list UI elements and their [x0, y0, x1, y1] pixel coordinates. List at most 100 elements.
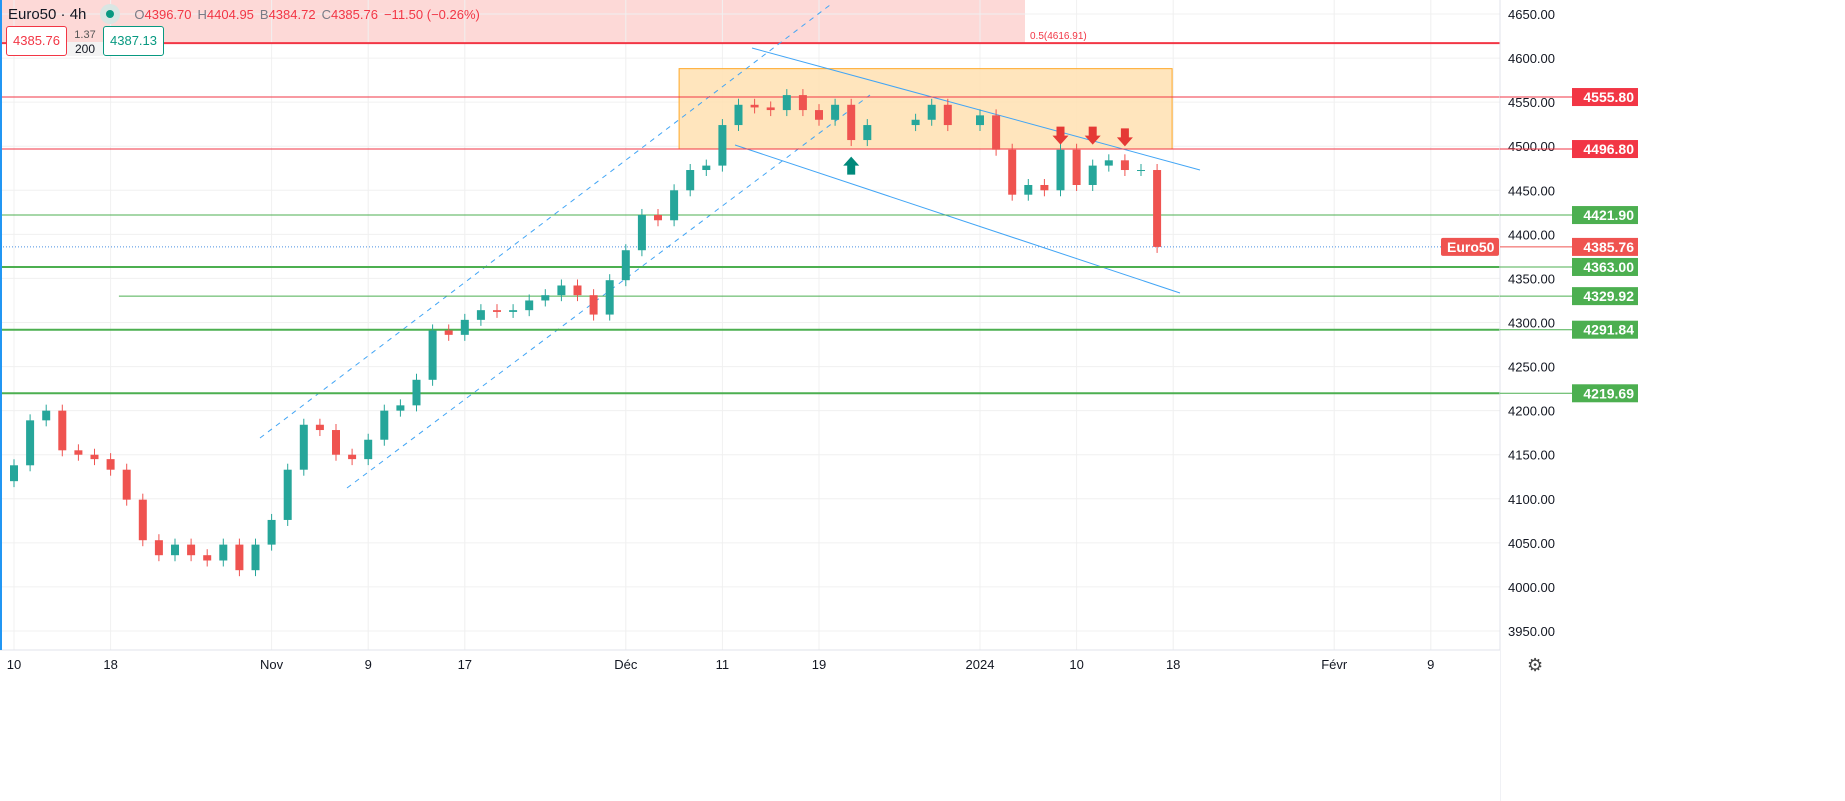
- quantity-input[interactable]: 200: [67, 42, 103, 56]
- trend-channel-line: [734, 144, 1181, 294]
- candle-body: [654, 214, 662, 221]
- candle-body: [1008, 149, 1017, 195]
- candle-body: [1120, 160, 1129, 171]
- candle-body: [734, 104, 743, 126]
- y-tick-label: 4550.00: [1508, 95, 1555, 110]
- candle-body: [1072, 149, 1081, 185]
- x-tick-label: 10: [7, 657, 21, 672]
- candle-body: [332, 430, 340, 455]
- y-tick-label: 3950.00: [1508, 624, 1555, 639]
- candle-body: [315, 424, 324, 431]
- candle-body: [1137, 170, 1145, 172]
- candle-body: [1056, 149, 1065, 191]
- price-axis: [1500, 0, 1845, 801]
- candle-body: [26, 420, 35, 466]
- settings-gear-icon[interactable]: ⚙: [1527, 655, 1544, 675]
- candle-body: [348, 454, 357, 460]
- candle-body: [525, 300, 534, 311]
- arrow-down-icon: [1084, 126, 1101, 145]
- candle-body: [122, 469, 131, 500]
- x-tick-label: 11: [716, 657, 730, 672]
- candle-body: [299, 424, 308, 470]
- y-tick-label: 4200.00: [1508, 404, 1555, 419]
- arrow-up-icon: [843, 156, 860, 175]
- level-price-label: 4329.92: [1583, 288, 1634, 304]
- x-tick-label: 9: [1427, 657, 1434, 672]
- level-price-label: 4496.80: [1583, 141, 1634, 157]
- candle-body: [670, 190, 679, 221]
- candle-body: [605, 280, 614, 315]
- trade-panel: 4385.76 1.37 200 4387.13: [6, 26, 164, 56]
- candle-body: [283, 469, 292, 520]
- ohlc-low: B4384.72: [259, 6, 316, 22]
- ohlc-close: C4385.76: [321, 6, 378, 22]
- candle-body: [976, 115, 984, 126]
- x-tick-label: 18: [1166, 657, 1180, 672]
- candle-body: [927, 104, 936, 120]
- candle-body: [573, 285, 582, 296]
- symbol-tag-label: Euro50: [1447, 239, 1495, 255]
- arrow-down-icon: [1052, 126, 1069, 145]
- level-price-tag: [1572, 140, 1638, 159]
- chart-legend: Euro50 · 4h O4396.70 H4404.95 B4384.72 C…: [8, 4, 486, 24]
- x-tick-label: Févr: [1321, 657, 1348, 672]
- candle-body: [219, 544, 228, 561]
- y-tick-label: 4100.00: [1508, 492, 1555, 507]
- candle-body: [235, 544, 244, 571]
- candle-body: [621, 250, 630, 281]
- fib-label: 0.5(4616.91): [1030, 31, 1087, 42]
- candle-body: [460, 319, 469, 335]
- arrow-down-icon: [1116, 128, 1133, 147]
- symbol-title[interactable]: Euro50 · 4h: [8, 5, 87, 23]
- spread-quantity: 1.37 200: [67, 26, 103, 56]
- candle-body: [992, 115, 1001, 150]
- x-tick-label: 18: [103, 657, 117, 672]
- candle-body: [815, 110, 823, 120]
- y-tick-label: 4450.00: [1508, 183, 1555, 198]
- ohlc-open: O4396.70: [134, 6, 192, 22]
- y-tick-label: 4650.00: [1508, 7, 1555, 22]
- y-tick-label: 4300.00: [1508, 316, 1555, 331]
- candle-body: [1024, 184, 1033, 195]
- y-tick-label: 4150.00: [1508, 448, 1555, 463]
- candle-body: [1040, 184, 1049, 191]
- candle-body: [90, 454, 99, 460]
- candle-body: [847, 104, 856, 141]
- candle-body: [187, 544, 196, 556]
- candle-body: [863, 125, 872, 141]
- x-tick-label: 9: [365, 657, 372, 672]
- time-axis: [0, 650, 1500, 801]
- x-tick-label: 2024: [966, 657, 995, 672]
- symbol-tag: [1441, 237, 1499, 256]
- level-price-tag: [1572, 384, 1638, 403]
- level-price-tag: [1572, 287, 1638, 306]
- candle-body: [541, 295, 550, 301]
- candle-body: [380, 410, 389, 440]
- candle-body: [1104, 160, 1113, 166]
- y-tick-label: 4500.00: [1508, 139, 1555, 154]
- ohlc-change: −11.50 (−0.26%): [383, 6, 480, 22]
- candle-body: [718, 125, 727, 166]
- x-tick-label: 10: [1069, 657, 1083, 672]
- candle-body: [557, 285, 566, 296]
- candle-body: [943, 104, 952, 126]
- x-tick-label: Nov: [260, 657, 284, 672]
- y-tick-label: 4050.00: [1508, 536, 1555, 551]
- level-price-tag: [1572, 206, 1638, 225]
- candle-body: [1153, 170, 1162, 247]
- candle-body: [782, 95, 791, 111]
- fib-zone: [0, 0, 1025, 44]
- candle-body: [637, 214, 646, 251]
- candle-body: [750, 104, 759, 108]
- sell-button[interactable]: 4385.76: [6, 26, 67, 56]
- candle-body: [251, 544, 260, 571]
- buy-button[interactable]: 4387.13: [103, 26, 164, 56]
- level-price-label: 4421.90: [1583, 207, 1634, 223]
- y-tick-label: 4250.00: [1508, 360, 1555, 375]
- candle-body: [911, 119, 920, 126]
- y-tick-label: 4000.00: [1508, 580, 1555, 595]
- level-price-tag: [1572, 257, 1638, 276]
- spread: 1.37: [74, 29, 96, 41]
- level-price-label: 4363.00: [1583, 259, 1634, 275]
